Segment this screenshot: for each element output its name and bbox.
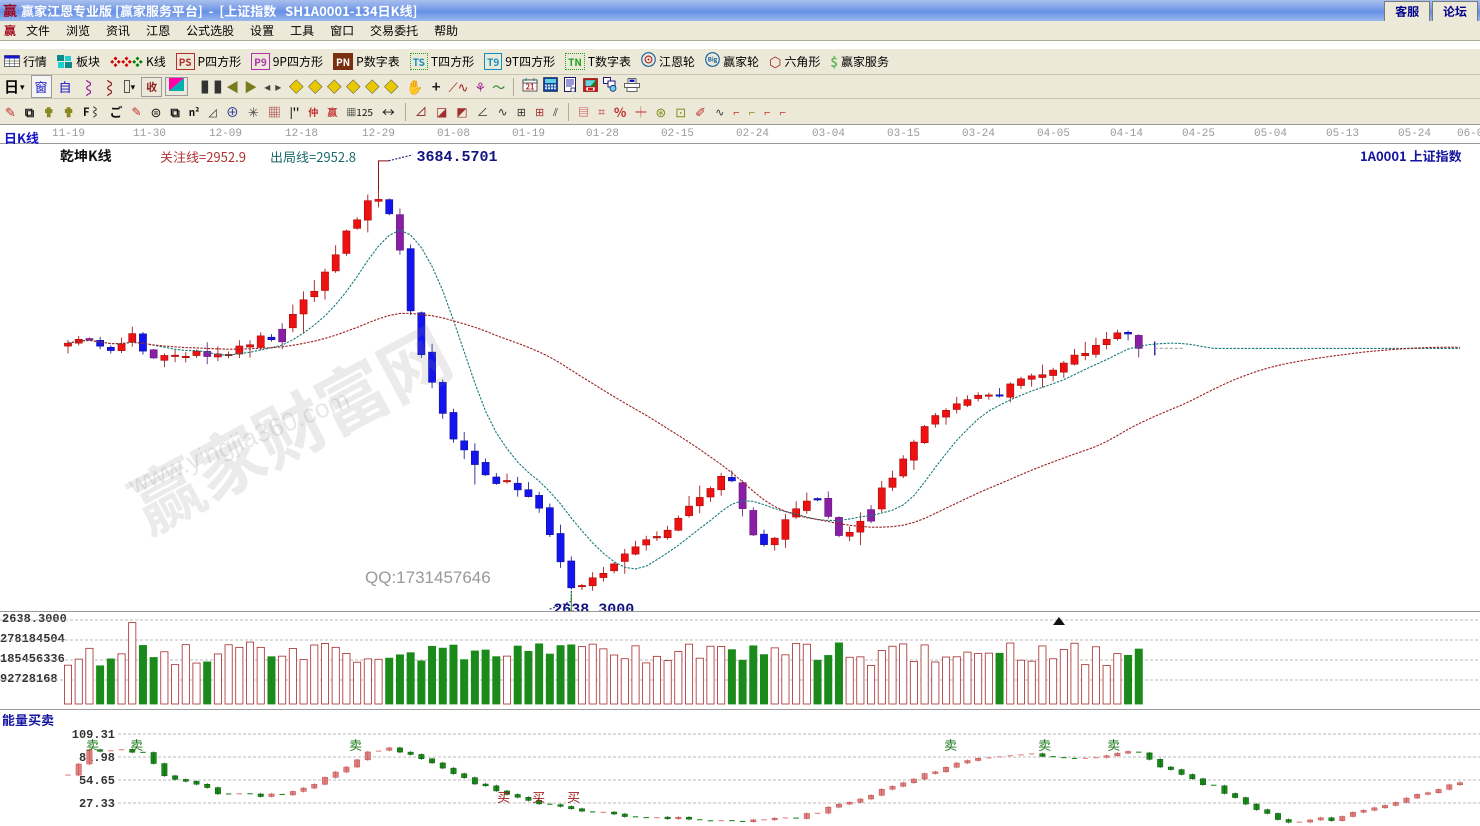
svg-text:3684.5701: 3684.5701 xyxy=(417,149,498,166)
svg-text:买: 买 xyxy=(532,787,545,806)
svg-text:卖: 卖 xyxy=(130,735,143,754)
svg-text:卖: 卖 xyxy=(349,735,362,754)
svg-text:Big: Big xyxy=(708,55,718,64)
svg-text:买: 买 xyxy=(497,787,510,806)
svg-text:买: 买 xyxy=(567,787,580,806)
svg-text:卖: 卖 xyxy=(944,735,957,754)
svg-text:21: 21 xyxy=(526,82,535,93)
svg-text:卖: 卖 xyxy=(86,735,99,754)
svg-text:卖: 卖 xyxy=(1038,735,1051,754)
svg-text:卖: 卖 xyxy=(1107,735,1120,754)
